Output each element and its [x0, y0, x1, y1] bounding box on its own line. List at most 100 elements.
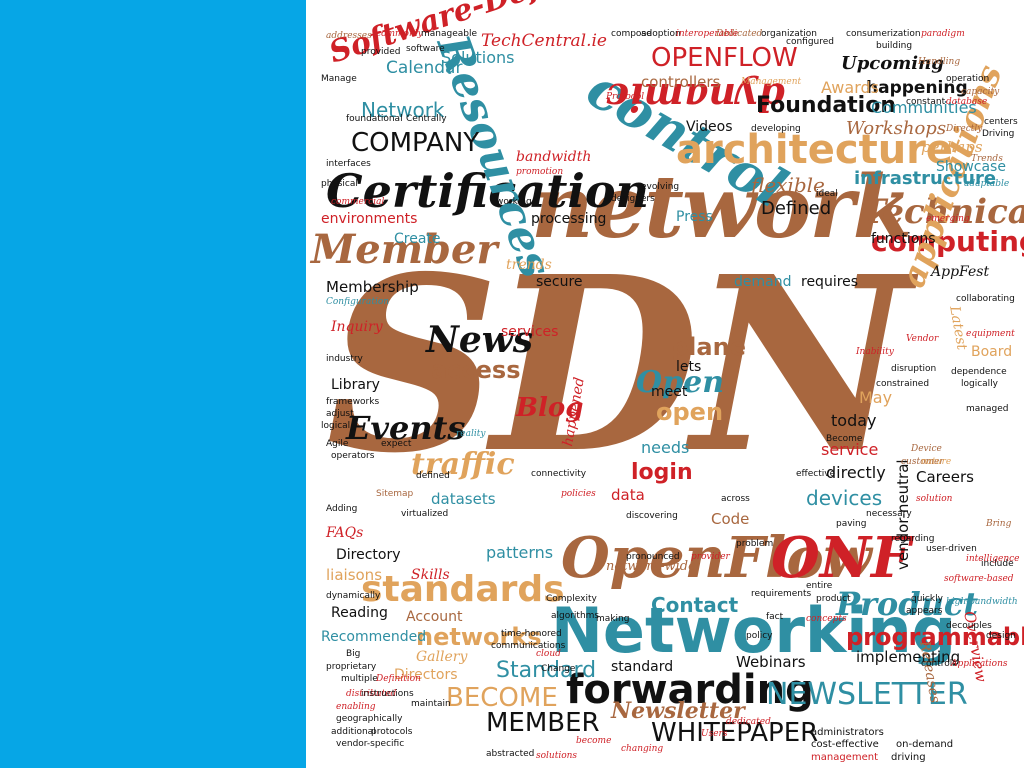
word-whitepaper: WHITEPAPER — [651, 718, 819, 748]
word-small: provided — [361, 47, 401, 57]
word-small: frameworks — [326, 397, 380, 407]
word-network-lower: Network — [361, 98, 445, 122]
word-small: Adding — [326, 504, 358, 514]
word-small: centers — [984, 117, 1018, 127]
word-functions: functions — [871, 231, 936, 247]
word-showcase: Showcase — [936, 159, 1006, 175]
word-network-wide: network-wide — [606, 559, 696, 574]
word-member: Member — [311, 226, 498, 273]
word-reading: Reading — [331, 605, 388, 621]
word-small: dependence — [951, 367, 1007, 377]
word-gallery: Gallery — [416, 649, 468, 665]
word-small: on-demand — [896, 739, 954, 750]
word-technical: Technical — [861, 192, 1024, 232]
word-videos: Videos — [686, 119, 733, 135]
word-patterns: patterns — [486, 543, 554, 562]
word-small: managed — [966, 404, 1009, 414]
word-small: cost-effective — [811, 739, 879, 750]
word-small: consumerization — [846, 29, 921, 39]
word-small: dedicated — [726, 717, 771, 727]
word-onf: ONF — [771, 525, 911, 591]
word-small: Big — [346, 649, 361, 659]
word-small: solution — [916, 494, 953, 504]
word-small: instructions — [361, 689, 414, 699]
word-small: adoption — [641, 29, 681, 39]
word-small: changing — [621, 744, 664, 754]
word-small: ideal — [816, 189, 838, 199]
word-small: emerging — [926, 214, 970, 224]
word-small: concepts — [806, 614, 847, 624]
word-programmable: programmable — [846, 623, 1024, 651]
word-small: pronounced — [626, 552, 680, 562]
word-small: addresses — [326, 31, 372, 41]
word-devices: devices — [806, 486, 883, 510]
word-small: Bring — [986, 519, 1012, 529]
word-small: capacity — [961, 87, 1000, 97]
word-webinars: Webinars — [736, 653, 806, 671]
word-controllers: controllers — [641, 73, 721, 91]
word-small: entire — [806, 581, 833, 591]
word-small: virtualized — [401, 509, 449, 519]
word-small: building — [876, 41, 913, 51]
word-library: Library — [331, 377, 380, 393]
word-news: News — [426, 319, 534, 361]
word-small: intelligence — [966, 554, 1020, 564]
word-membership: Membership — [326, 278, 419, 296]
word-small: additional — [331, 727, 376, 737]
word-requires: requires — [801, 274, 859, 290]
word-plane: plane — [671, 333, 746, 361]
word-small: working — [496, 197, 532, 207]
word-networking: Networking — [551, 594, 957, 667]
word-small: Complexity — [546, 594, 597, 604]
word-trends: trends — [506, 257, 552, 273]
word-small: connectivity — [531, 469, 587, 479]
word-small: high-bandwidth — [946, 597, 1018, 607]
word-small: Change — [541, 664, 576, 674]
word-small: making — [596, 614, 630, 624]
word-small: cloud — [536, 649, 561, 659]
word-small: Vendor — [906, 334, 939, 344]
word-small: Sitemap — [376, 489, 414, 499]
word-small: industry — [326, 354, 363, 364]
word-network: network — [531, 157, 912, 258]
word-small: logically — [961, 379, 999, 389]
word-small: paradigm — [921, 29, 965, 39]
word-meet: meet — [651, 384, 688, 400]
word-small: maintain — [411, 699, 451, 709]
word-small: constant — [906, 97, 946, 107]
word-techcentral: TechCentral.ie — [481, 31, 607, 51]
word-networks: networks — [416, 623, 542, 651]
word-small: disruption — [891, 364, 937, 374]
word-small: Handling — [918, 57, 961, 67]
word-liaisons: liaisons — [326, 566, 383, 584]
word-small: organization — [761, 29, 817, 39]
word-openflow: OpenFlow — [561, 525, 872, 591]
side-bar — [0, 0, 306, 768]
word-small: defined — [416, 471, 450, 481]
word-small: customer — [901, 457, 944, 467]
word-small: developing — [751, 124, 801, 134]
word-lets: lets — [676, 359, 702, 375]
word-standard-lower: standard — [611, 659, 674, 675]
word-certification: Certification — [326, 164, 649, 218]
word-newsletter: Newsletter — [611, 698, 745, 724]
word-small: dynamically — [326, 591, 381, 601]
word-small: protocols — [371, 727, 413, 737]
word-happening: happening — [866, 78, 968, 98]
word-small: fact — [766, 612, 784, 622]
word-bandwidth: bandwidth — [516, 149, 592, 165]
word-small: abstracted — [486, 749, 535, 759]
word-infrastructure: infrastructure — [854, 168, 997, 189]
word-blog: Blog — [516, 393, 584, 423]
word-small: constrained — [876, 379, 930, 389]
word-computing: computing — [871, 225, 1024, 258]
word-small: paving — [836, 519, 867, 529]
word-small: algorithms — [551, 611, 600, 621]
word-small: distributed — [346, 689, 397, 699]
word-small: Definition — [376, 674, 421, 684]
word-small: policies — [561, 489, 596, 499]
word-small: decouples — [946, 621, 992, 631]
word-sdn: SDN — [326, 224, 911, 506]
word-foundation: Foundation — [756, 93, 897, 118]
word-small: designers — [611, 194, 655, 204]
